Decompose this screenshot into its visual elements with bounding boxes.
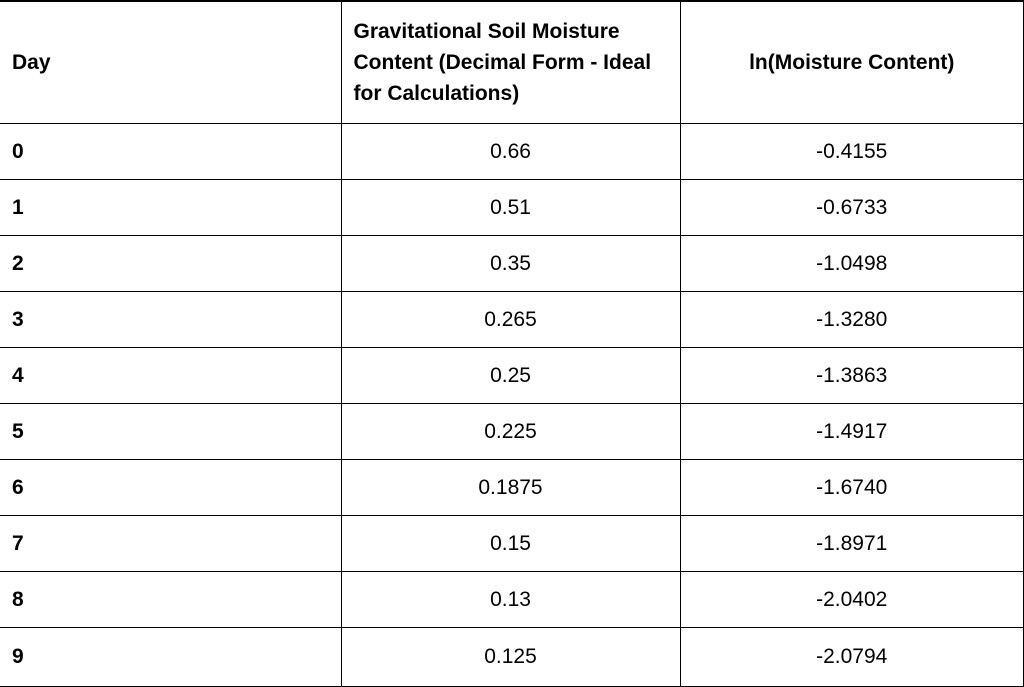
column-header-moisture-content: Gravitational Soil Moisture Content (Dec… <box>340 0 681 124</box>
moisture-cell: 0.225 <box>340 402 681 460</box>
table-row: 1 0.51 -0.6733 <box>0 178 1024 236</box>
ln-moisture-cell: -1.4917 <box>679 402 1024 460</box>
ln-moisture-cell: -1.0498 <box>679 234 1024 292</box>
day-cell: 6 <box>0 458 342 516</box>
day-cell: 9 <box>0 626 342 687</box>
moisture-cell: 0.1875 <box>340 458 681 516</box>
ln-moisture-cell: -2.0402 <box>679 570 1024 628</box>
day-cell: 8 <box>0 570 342 628</box>
day-cell: 3 <box>0 290 342 348</box>
moisture-cell: 0.265 <box>340 290 681 348</box>
moisture-cell: 0.66 <box>340 122 681 180</box>
table-body: 0 0.66 -0.4155 1 0.51 -0.6733 2 0.35 -1.… <box>0 122 1024 687</box>
ln-moisture-cell: -1.8971 <box>679 514 1024 572</box>
table-row: 8 0.13 -2.0402 <box>0 570 1024 628</box>
table-row: 9 0.125 -2.0794 <box>0 626 1024 687</box>
table-row: 3 0.265 -1.3280 <box>0 290 1024 348</box>
moisture-cell: 0.51 <box>340 178 681 236</box>
day-cell: 5 <box>0 402 342 460</box>
moisture-cell: 0.15 <box>340 514 681 572</box>
table-row: 2 0.35 -1.0498 <box>0 234 1024 292</box>
day-cell: 2 <box>0 234 342 292</box>
table-row: 0 0.66 -0.4155 <box>0 122 1024 180</box>
table-row: 5 0.225 -1.4917 <box>0 402 1024 460</box>
day-cell: 7 <box>0 514 342 572</box>
moisture-cell: 0.25 <box>340 346 681 404</box>
column-header-day: Day <box>0 0 342 124</box>
ln-moisture-cell: -2.0794 <box>679 626 1024 687</box>
header-row: Day Gravitational Soil Moisture Content … <box>0 0 1024 124</box>
ln-moisture-cell: -0.6733 <box>679 178 1024 236</box>
moisture-cell: 0.13 <box>340 570 681 628</box>
table-row: 6 0.1875 -1.6740 <box>0 458 1024 516</box>
day-cell: 0 <box>0 122 342 180</box>
ln-moisture-cell: -1.6740 <box>679 458 1024 516</box>
moisture-cell: 0.35 <box>340 234 681 292</box>
table-row: 7 0.15 -1.8971 <box>0 514 1024 572</box>
day-cell: 4 <box>0 346 342 404</box>
ln-moisture-cell: -1.3863 <box>679 346 1024 404</box>
ln-moisture-cell: -0.4155 <box>679 122 1024 180</box>
table-row: 4 0.25 -1.3863 <box>0 346 1024 404</box>
day-cell: 1 <box>0 178 342 236</box>
moisture-cell: 0.125 <box>340 626 681 687</box>
ln-moisture-cell: -1.3280 <box>679 290 1024 348</box>
column-header-ln-moisture: ln(Moisture Content) <box>679 0 1024 124</box>
table-header: Day Gravitational Soil Moisture Content … <box>0 0 1024 124</box>
